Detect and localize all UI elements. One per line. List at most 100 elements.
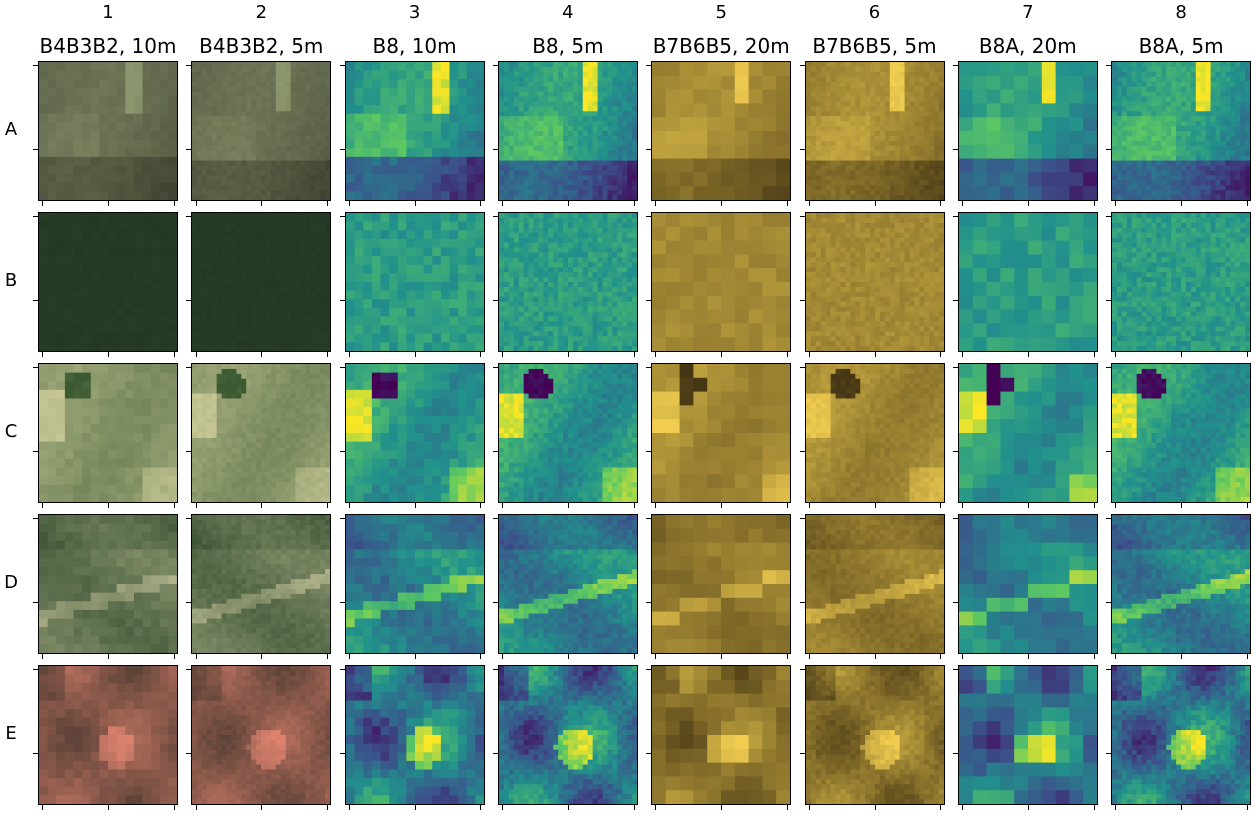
- y-tick: [799, 518, 805, 520]
- y-tick: [646, 602, 652, 604]
- image-panel: [344, 212, 485, 352]
- x-tick: [261, 654, 263, 659]
- satellite-image: [805, 666, 944, 804]
- column-title: B8, 5m: [532, 34, 604, 58]
- satellite-image: [192, 364, 331, 502]
- satellite-image: [1112, 364, 1251, 502]
- image-panel: [344, 514, 485, 654]
- y-tick: [952, 65, 958, 67]
- x-tick: [108, 805, 109, 810]
- column-title: B4B3B2, 5m: [199, 34, 324, 58]
- y-tick: [339, 451, 345, 453]
- x-tick: [1093, 805, 1095, 810]
- satellite-image: [39, 515, 177, 653]
- satellite-image: [39, 666, 177, 804]
- image-panel: [497, 363, 638, 503]
- satellite-image: [958, 364, 1097, 502]
- y-tick: [1106, 518, 1112, 520]
- image-panel: [651, 514, 792, 654]
- x-tick: [261, 352, 263, 357]
- y-tick: [952, 518, 958, 520]
- y-tick: [952, 753, 958, 755]
- y-tick: [339, 216, 345, 218]
- x-tick: [327, 503, 329, 508]
- x-tick: [633, 805, 635, 810]
- x-tick: [42, 654, 44, 659]
- satellite-image: [498, 666, 637, 804]
- image-panel: [1111, 514, 1252, 654]
- x-tick: [1115, 201, 1117, 206]
- satellite-image: [958, 666, 1097, 804]
- x-tick: [480, 654, 482, 659]
- satellite-image: [498, 515, 637, 653]
- x-tick: [633, 503, 635, 508]
- x-tick: [721, 352, 723, 357]
- row-label: E: [5, 723, 17, 744]
- column-number: 8: [1175, 2, 1187, 23]
- x-tick: [655, 201, 657, 206]
- y-tick: [646, 300, 652, 302]
- image-panel: [1111, 665, 1252, 805]
- satellite-image: [805, 213, 944, 351]
- image-panel: [497, 665, 638, 805]
- satellite-image: [498, 62, 637, 200]
- x-tick: [874, 352, 876, 357]
- x-tick: [1181, 503, 1183, 508]
- x-tick: [874, 503, 876, 508]
- x-tick: [195, 654, 197, 659]
- satellite-image: [345, 62, 484, 200]
- x-tick: [414, 201, 416, 206]
- image-panel: [497, 212, 638, 352]
- x-tick: [633, 201, 635, 206]
- x-tick: [195, 201, 197, 206]
- y-tick: [492, 451, 498, 453]
- y-tick: [33, 602, 38, 604]
- satellite-image: [805, 364, 944, 502]
- image-panel: [191, 665, 332, 805]
- y-tick: [33, 669, 38, 671]
- satellite-image: [345, 213, 484, 351]
- y-tick: [1106, 300, 1112, 302]
- y-tick: [646, 451, 652, 453]
- y-tick: [186, 216, 192, 218]
- satellite-image: [192, 515, 331, 653]
- x-tick: [721, 201, 723, 206]
- y-tick: [646, 753, 652, 755]
- y-tick: [186, 518, 192, 520]
- y-tick: [186, 753, 192, 755]
- image-panel: [191, 363, 332, 503]
- y-tick: [646, 518, 652, 520]
- satellite-image: [498, 364, 637, 502]
- image-panel: [804, 61, 945, 201]
- satellite-image: [652, 213, 791, 351]
- satellite-image: [1112, 213, 1251, 351]
- y-tick: [1106, 149, 1112, 151]
- satellite-image: [498, 213, 637, 351]
- x-tick: [808, 352, 810, 357]
- y-tick: [799, 753, 805, 755]
- x-tick: [1027, 352, 1029, 357]
- y-tick: [799, 669, 805, 671]
- y-tick: [339, 602, 345, 604]
- x-tick: [327, 654, 329, 659]
- column-title: B7B6B5, 5m: [812, 34, 937, 58]
- x-tick: [1181, 654, 1183, 659]
- image-panel: [1111, 61, 1252, 201]
- x-tick: [655, 654, 657, 659]
- row-label: D: [4, 572, 18, 593]
- y-tick: [33, 753, 38, 755]
- y-tick: [492, 669, 498, 671]
- x-tick: [480, 201, 482, 206]
- y-tick: [952, 669, 958, 671]
- x-tick: [874, 654, 876, 659]
- x-tick: [480, 503, 482, 508]
- y-tick: [952, 216, 958, 218]
- x-tick: [42, 503, 44, 508]
- y-tick: [799, 149, 805, 151]
- column-title: B8A, 20m: [978, 34, 1077, 58]
- y-tick: [339, 518, 345, 520]
- x-tick: [633, 654, 635, 659]
- y-tick: [1106, 65, 1112, 67]
- image-panel: [344, 363, 485, 503]
- x-tick: [567, 201, 569, 206]
